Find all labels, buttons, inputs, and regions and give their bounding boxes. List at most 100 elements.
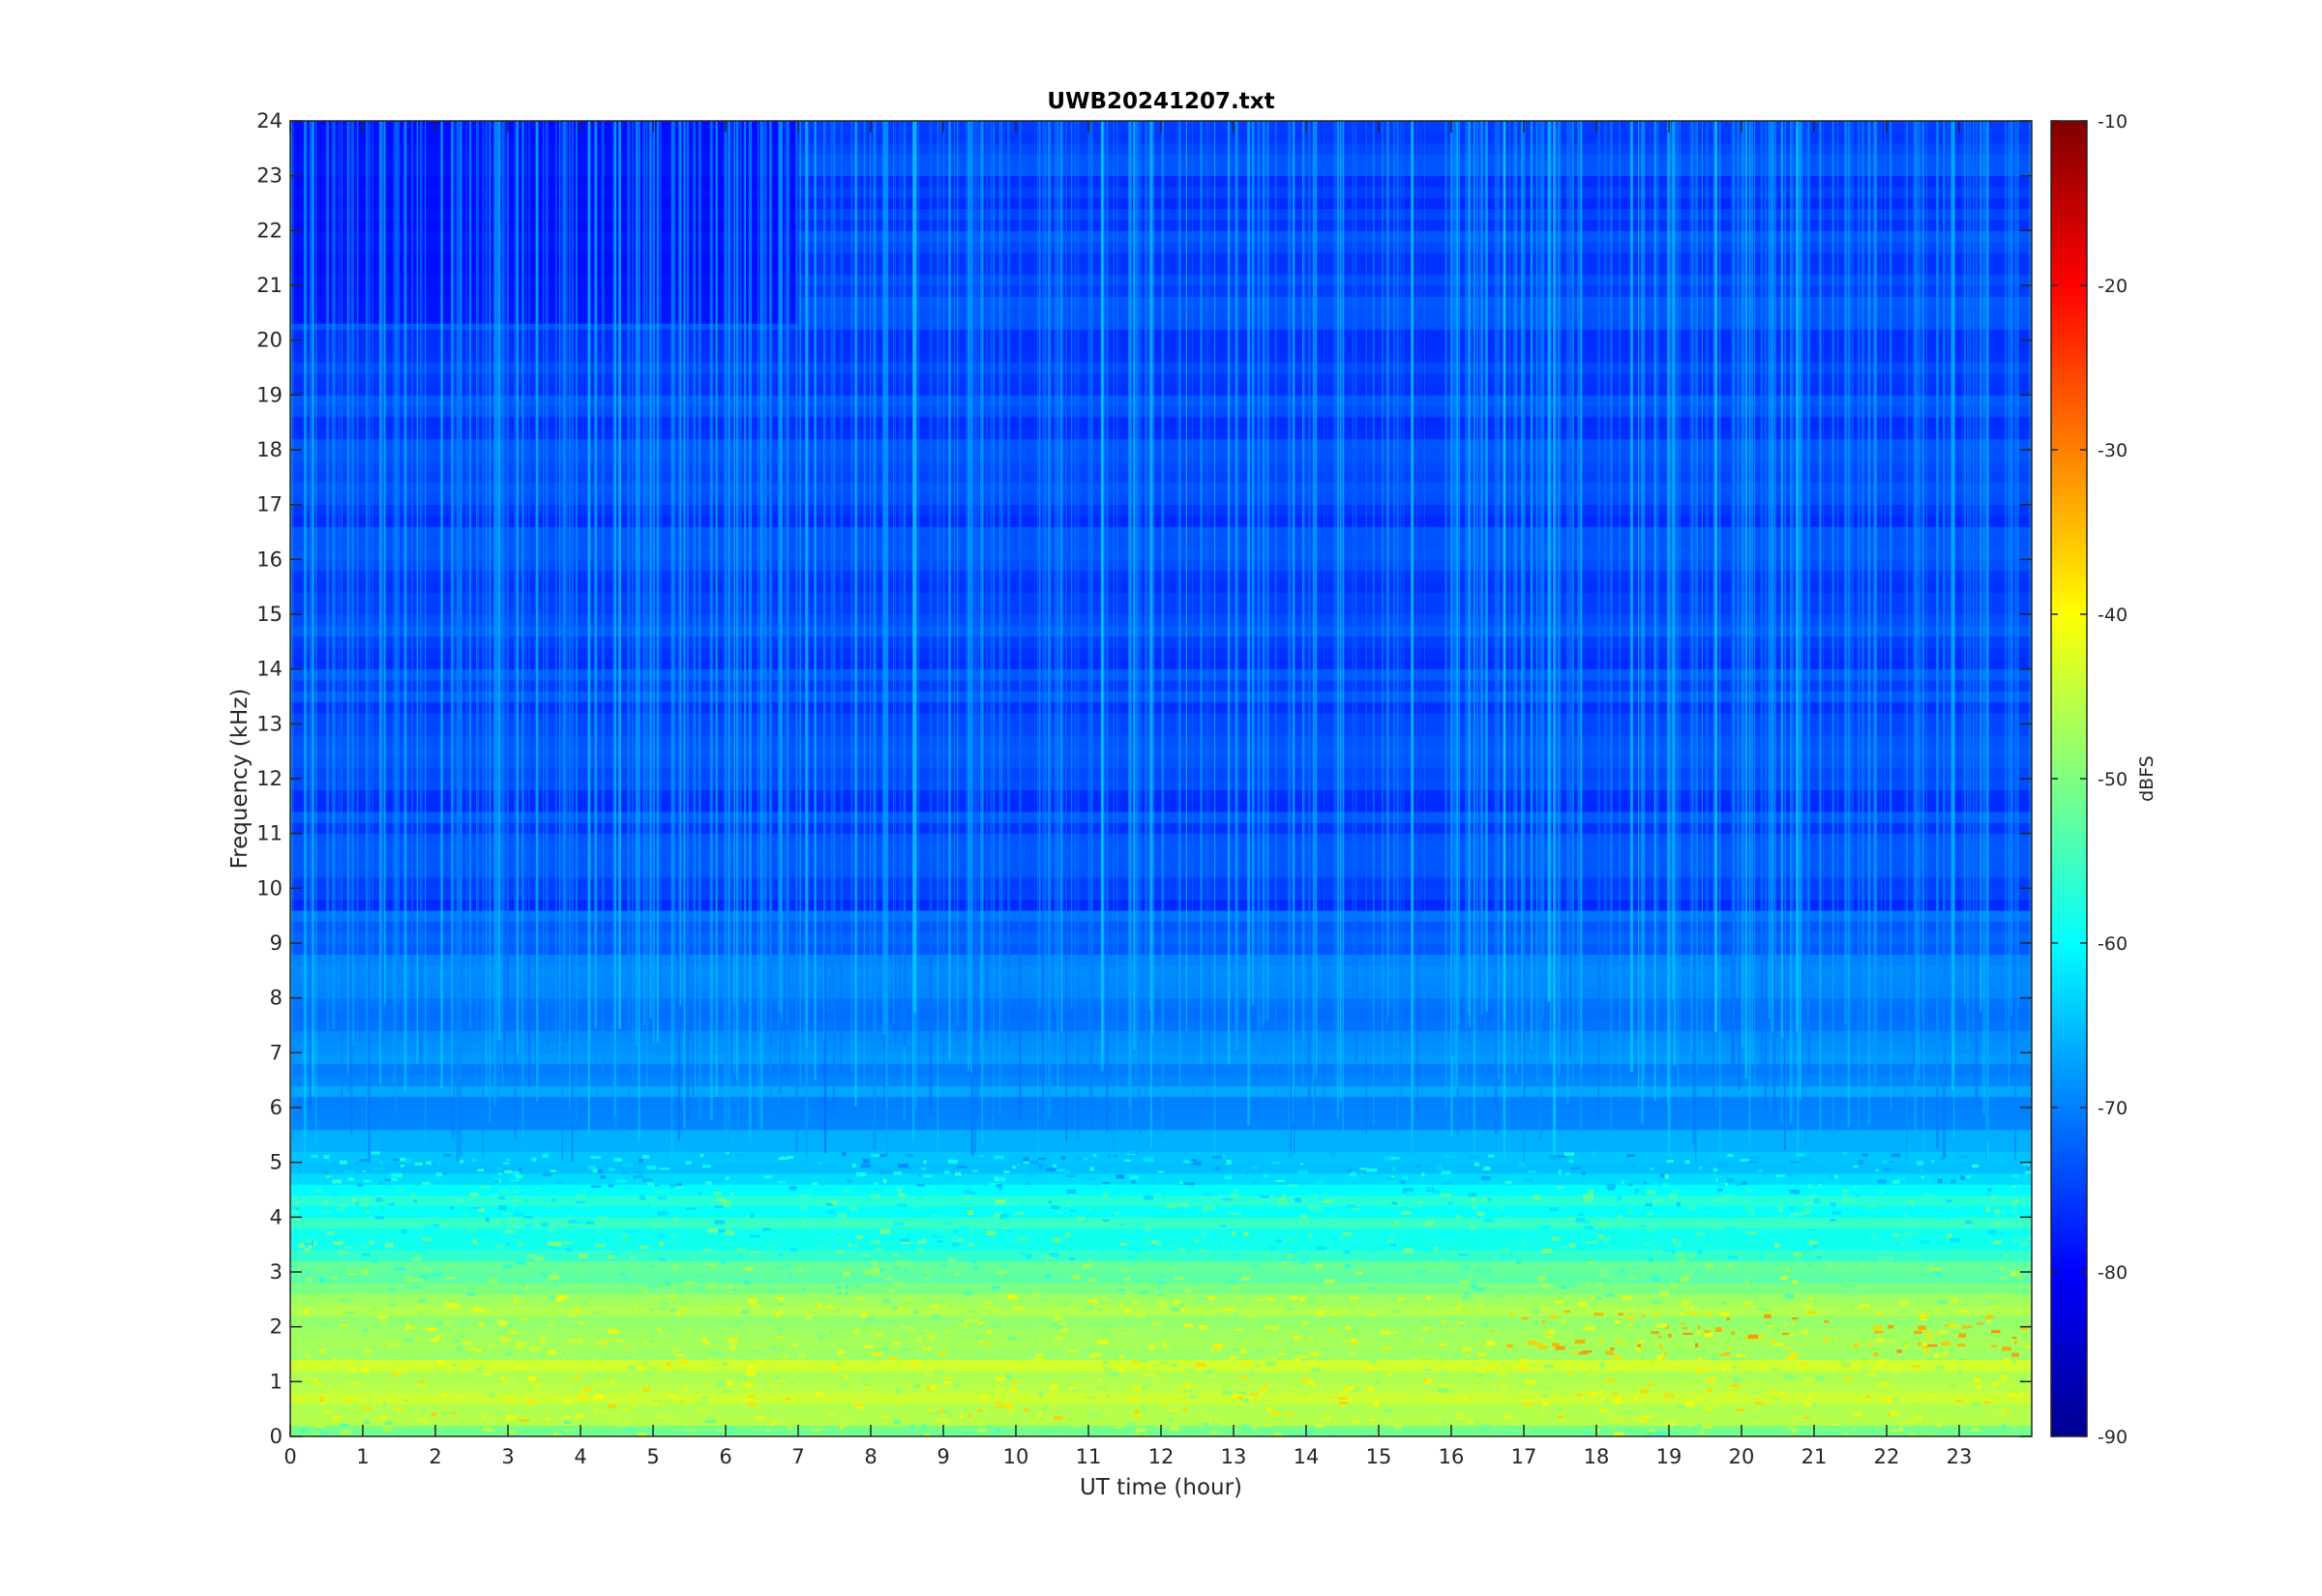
heatmap-cell [1045,1274,1052,1280]
heatmap-cell [1471,1226,1475,1231]
heatmap-column [1274,121,1277,1104]
heatmap-cell [341,1324,347,1327]
heatmap-column [1339,121,1341,1070]
heatmap-cell [598,1390,602,1394]
heatmap-cell [1537,1276,1545,1282]
heatmap-cell [1612,1356,1622,1360]
heatmap-column [1774,121,1777,999]
heatmap-cell [1581,1405,1591,1410]
heatmap-cell [1018,1253,1028,1257]
heatmap-cell [1346,1405,1354,1410]
heatmap-cell [472,1255,479,1259]
heatmap-cell [1780,1276,1788,1281]
y-tick-label: 22 [256,219,283,242]
heatmap-cell [1335,1333,1344,1336]
heatmap-cell [307,1277,313,1283]
heatmap-cell [595,1394,603,1399]
heatmap-cell [1234,1328,1243,1331]
heatmap-cell [397,1423,407,1427]
heatmap-cell [1155,1242,1162,1246]
heatmap-cell [1348,1199,1353,1204]
heatmap-cell [1468,1192,1477,1197]
heatmap-cell [1265,1383,1269,1387]
heatmap-cell [919,1387,926,1391]
heatmap-column [1819,121,1822,1138]
heatmap-cell [590,1155,602,1160]
heatmap-cell [295,1207,299,1212]
heatmap-cell [1773,1262,1778,1265]
heatmap-cell [670,1184,681,1189]
heatmap-cell [967,1210,974,1216]
heatmap-cell [1118,1368,1123,1373]
y-tick-label: 9 [270,931,283,955]
heatmap-cell [1860,1303,1870,1307]
heatmap-cell [431,1273,441,1277]
heatmap-cell [1126,1255,1135,1259]
heatmap-cell [611,1417,622,1421]
heatmap-row [290,504,2032,517]
heatmap-cell [1672,1238,1677,1244]
heatmap-column [1761,121,1764,1019]
heatmap-cell [389,1287,397,1291]
heatmap-cell [1786,1425,1795,1431]
heatmap-cell [1785,1293,1795,1299]
heatmap-cell [1832,1337,1838,1340]
heatmap-column [649,121,652,1020]
heatmap-cell [401,1285,410,1290]
heatmap-cell [382,1426,393,1432]
heatmap-cell [1416,1303,1424,1309]
colorbar-tick-label: -90 [2098,1427,2128,1448]
heatmap-cell [1646,1212,1654,1215]
heatmap-column [1566,121,1569,1105]
heatmap-row [290,888,2032,901]
heatmap-column [1411,121,1414,1157]
heatmap-cell [1731,1434,1742,1436]
heatmap-cell [1383,1408,1393,1412]
heatmap-cell [1236,1335,1247,1340]
heatmap-row [290,1381,2032,1394]
heatmap-cell [1664,1174,1669,1179]
heatmap-cell [1510,1396,1519,1401]
heatmap-cell [659,1167,670,1170]
heatmap-cell [294,1201,302,1204]
heatmap-cell [1789,1352,1799,1358]
heatmap-cell [1171,1306,1181,1312]
y-tick-label: 19 [256,383,283,406]
heatmap-column [366,121,368,1151]
heatmap-cell [1958,1333,1967,1339]
heatmap-cell [1257,1333,1264,1337]
y-tick-label: 24 [256,109,283,133]
heatmap-column [1772,121,1774,1046]
heatmap-cell [1823,1338,1830,1342]
heatmap-cell [1663,1422,1673,1427]
heatmap-column [1521,121,1523,1094]
heatmap-cell [864,1270,875,1275]
heatmap-cell [1994,1231,2006,1235]
heatmap-cell [1185,1287,1192,1293]
heatmap-cell [660,1329,671,1332]
heatmap-cell [554,1351,562,1356]
heatmap-cell [1793,1303,1803,1308]
heatmap-cell [340,1423,348,1427]
heatmap-cell [515,1198,521,1201]
heatmap-cell [507,1331,517,1334]
heatmap-cell [428,1390,433,1396]
heatmap-cell [940,1228,951,1234]
x-tick-label: 3 [501,1445,514,1468]
heatmap-column [1737,121,1741,998]
heatmap-cell [763,1175,773,1179]
heatmap-column [1327,121,1328,1048]
heatmap-cell [363,1328,369,1333]
heatmap-cell [390,1177,398,1182]
heatmap-cell [775,1336,785,1339]
heatmap-cell [1587,1391,1597,1395]
heatmap-cell [542,1340,546,1343]
heatmap-cell [1686,1206,1697,1211]
heatmap-cell [563,1421,571,1424]
heatmap-row [290,175,2032,188]
heatmap-cell [1166,1203,1176,1208]
heatmap-cell [890,1288,895,1293]
heatmap-cell [437,1360,446,1364]
heatmap-cell [1791,1322,1795,1326]
heatmap-cell [1594,1428,1600,1433]
